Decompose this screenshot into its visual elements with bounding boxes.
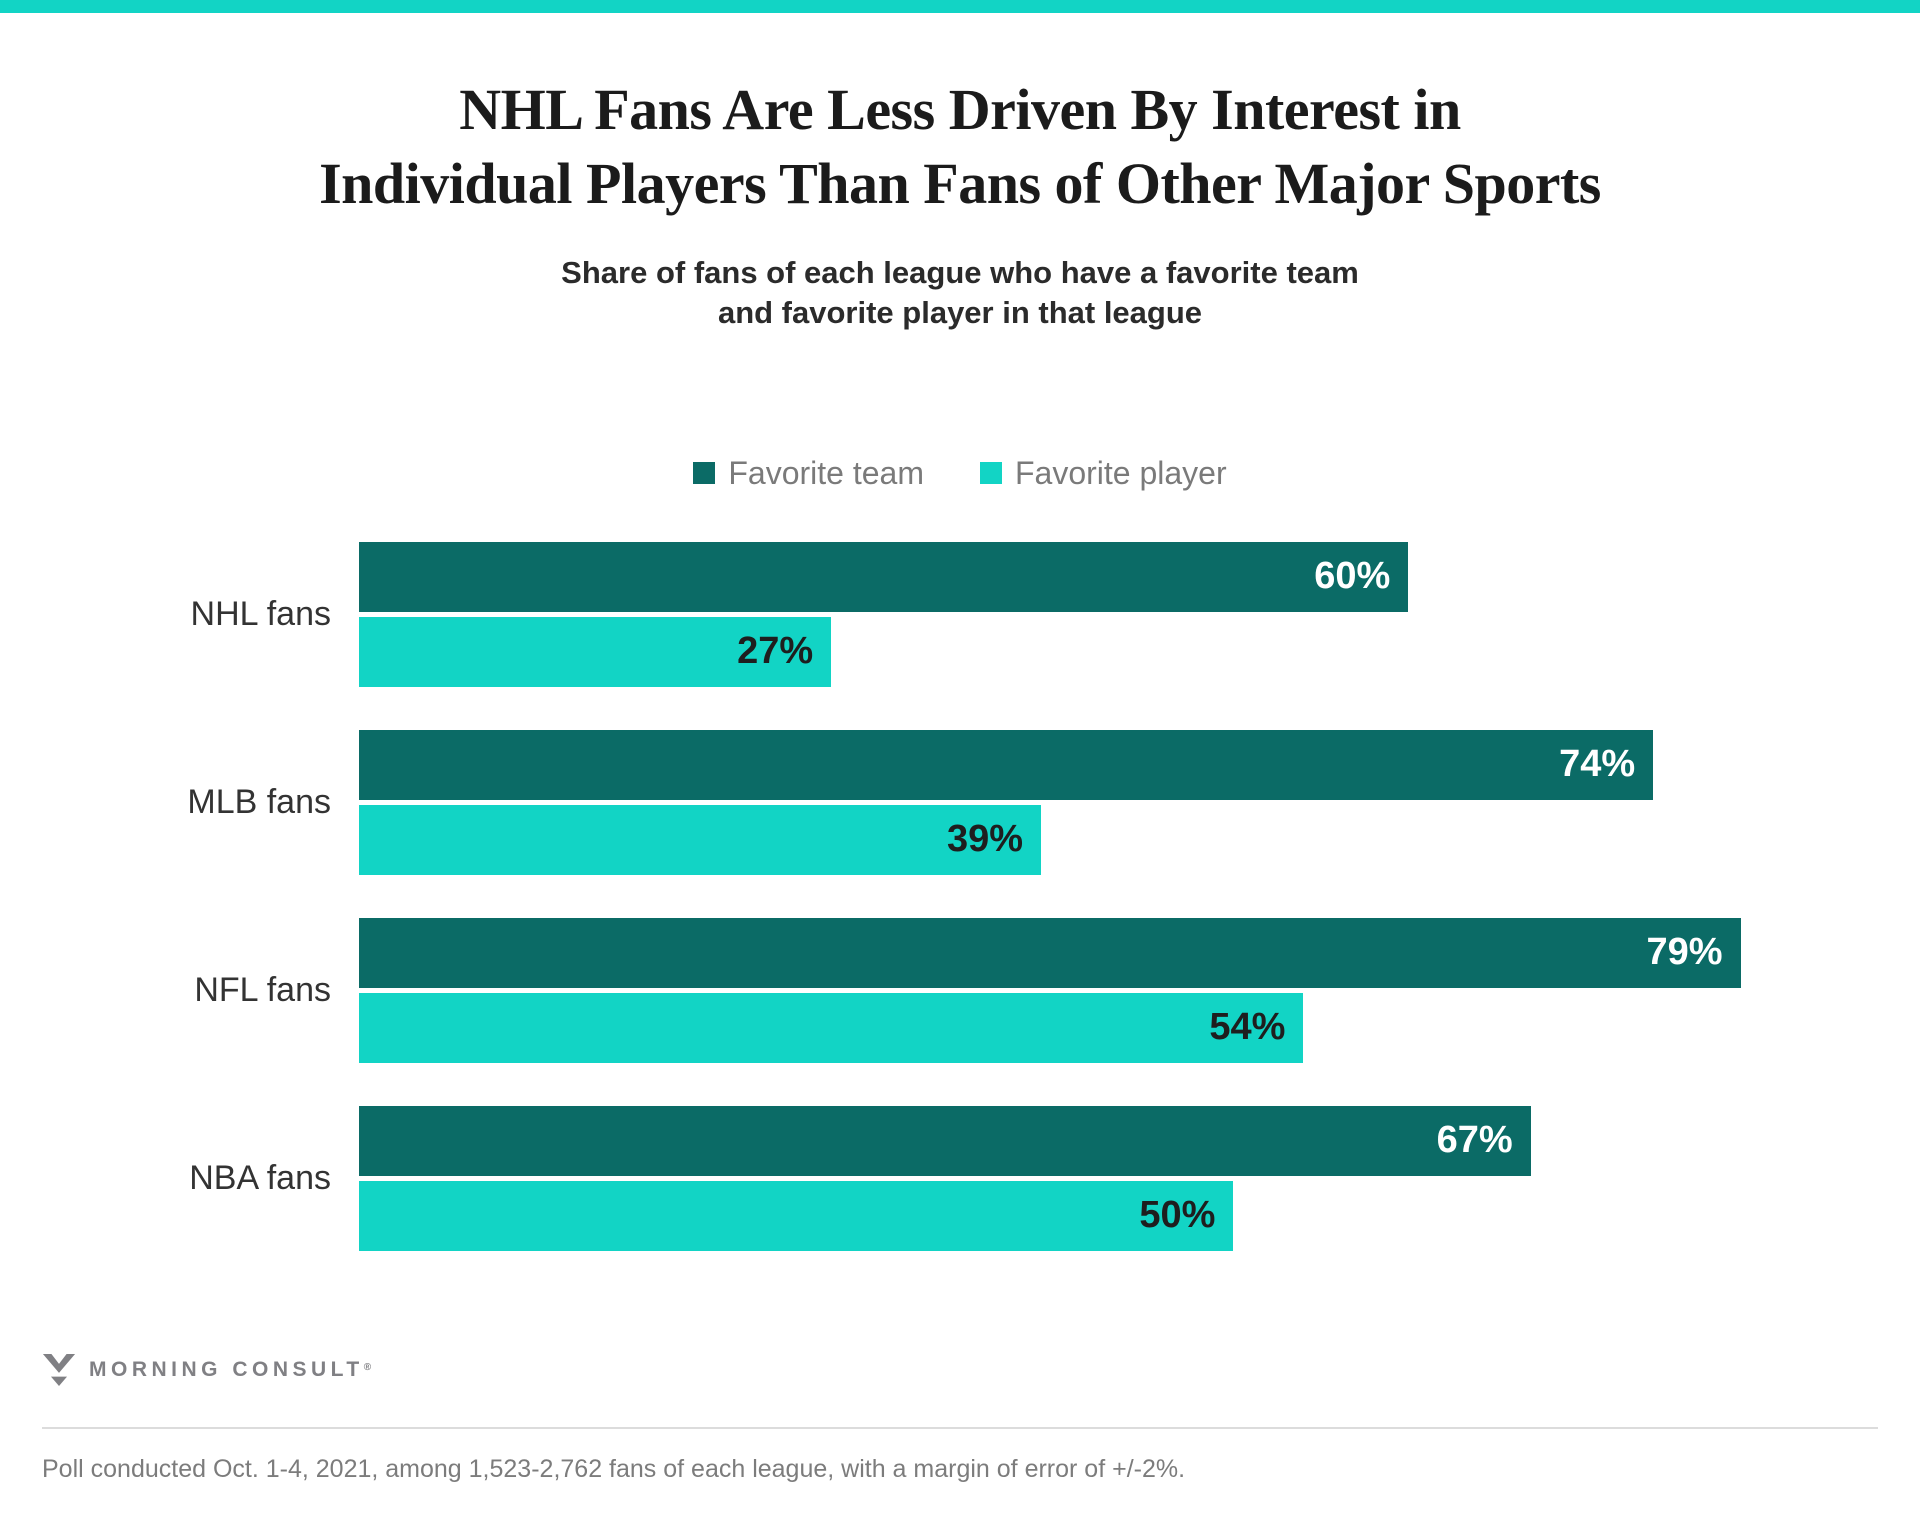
bar-group: 67% 50% xyxy=(359,1105,1870,1251)
chart-legend: Favorite team Favorite player xyxy=(0,455,1920,492)
registered-trademark-symbol: ® xyxy=(363,1361,372,1373)
bar-favorite-team: 60% xyxy=(359,541,1409,612)
favorite-player-swatch xyxy=(979,462,1002,485)
chart-subtitle-line-2: and favorite player in that league xyxy=(717,295,1203,331)
category-label: NFL fans xyxy=(194,970,331,1009)
bar-value-label: 27% xyxy=(737,630,814,673)
bar-value-label: 79% xyxy=(1646,931,1723,974)
chart-row: MLB fans 74% 39% xyxy=(0,729,1920,875)
morning-consult-m-icon xyxy=(42,1353,76,1386)
category-label: MLB fans xyxy=(187,782,331,821)
chart-row: NFL fans 79% 54% xyxy=(0,917,1920,1063)
bar-chart: NHL fans 60% 27% MLB fans 74% 39% NFL fans… xyxy=(0,541,1920,1251)
bar-group: 60% 27% xyxy=(359,541,1870,687)
page-title: NHL Fans Are Less Driven By Interest in … xyxy=(0,73,1920,221)
bar-favorite-team: 79% xyxy=(359,917,1741,988)
chart-rows: NHL fans 60% 27% MLB fans 74% 39% NFL fans… xyxy=(0,541,1920,1251)
bar-favorite-player: 50% xyxy=(359,1180,1234,1251)
footer: MORNING CONSULT® Poll conducted Oct. 1-4… xyxy=(42,1353,1878,1484)
bar-value-label: 39% xyxy=(946,818,1024,861)
chart-subtitle-line-1: Share of fans of each league who have a … xyxy=(561,255,1359,291)
chart-subtitle: Share of fans of each league who have a … xyxy=(0,253,1920,332)
bar-value-label: 54% xyxy=(1209,1006,1286,1049)
bar-group: 74% 39% xyxy=(359,729,1870,875)
bar-favorite-team: 67% xyxy=(359,1105,1531,1176)
category-label: NHL fans xyxy=(190,594,331,633)
favorite-team-swatch xyxy=(693,462,716,485)
page-title-line-2: Individual Players Than Fans of Other Ma… xyxy=(319,151,1601,217)
bar-value-label: 74% xyxy=(1559,743,1636,786)
bar-group: 79% 54% xyxy=(359,917,1870,1063)
page-title-line-1: NHL Fans Are Less Driven By Interest in xyxy=(459,77,1461,142)
bar-value-label: 67% xyxy=(1436,1119,1513,1162)
bar-favorite-player: 39% xyxy=(359,804,1042,875)
bar-value-label: 60% xyxy=(1314,555,1391,598)
top-accent-bar xyxy=(0,0,1920,13)
legend-label-favorite-player: Favorite player xyxy=(1014,454,1227,491)
bar-favorite-player: 54% xyxy=(359,992,1304,1063)
morning-consult-wordmark: MORNING CONSULT® xyxy=(89,1357,372,1381)
legend-item-favorite-player: Favorite player xyxy=(979,454,1227,492)
bar-favorite-team: 74% xyxy=(359,729,1654,800)
footer-divider xyxy=(42,1426,1878,1429)
bar-value-label: 50% xyxy=(1139,1194,1216,1237)
chart-row: NHL fans 60% 27% xyxy=(0,541,1920,687)
legend-label-favorite-team: Favorite team xyxy=(728,454,924,491)
bar-favorite-player: 27% xyxy=(359,616,832,687)
footer-note: Poll conducted Oct. 1-4, 2021, among 1,5… xyxy=(42,1454,1186,1483)
morning-consult-logo: MORNING CONSULT® xyxy=(42,1353,1878,1387)
chart-row: NBA fans 67% 50% xyxy=(0,1105,1920,1251)
legend-item-favorite-team: Favorite team xyxy=(693,455,924,492)
category-label: NBA fans xyxy=(189,1158,331,1197)
